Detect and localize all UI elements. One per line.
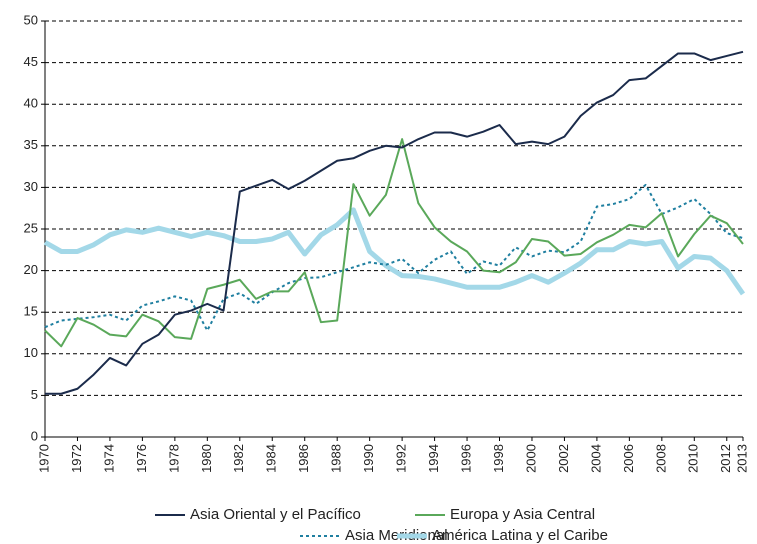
x-tick-label: 1984 — [264, 444, 279, 473]
x-tick-label: 2004 — [588, 444, 603, 473]
series-line — [43, 207, 746, 296]
x-tick-label: 2013 — [734, 444, 749, 473]
x-tick-label: 2008 — [653, 444, 668, 473]
x-tick-label: 2006 — [621, 444, 636, 473]
legend-label: Asia Oriental y el Pacífico — [190, 506, 361, 523]
x-tick-label: 1976 — [134, 444, 149, 473]
y-tick-label: 30 — [24, 179, 38, 194]
x-tick-label: 2012 — [718, 444, 733, 473]
y-tick-label: 25 — [24, 220, 38, 235]
x-tick-label: 1978 — [166, 444, 181, 473]
series-line — [45, 50, 744, 395]
y-tick-label: 50 — [24, 12, 38, 27]
series-line — [44, 138, 744, 348]
y-tick-label: 10 — [24, 345, 38, 360]
x-tick-label: 2002 — [556, 444, 571, 473]
y-tick-label: 45 — [24, 54, 38, 69]
x-tick-label: 2000 — [523, 444, 538, 473]
legend-label: Europa y Asia Central — [450, 506, 595, 523]
y-tick-label: 40 — [24, 96, 38, 111]
y-tick-label: 20 — [24, 262, 38, 277]
series-line — [44, 183, 744, 332]
x-tick-label: 1970 — [36, 444, 51, 473]
legend-label: América Latina y el Caribe — [432, 527, 608, 544]
y-tick-label: 35 — [24, 137, 38, 152]
x-tick-label: 1994 — [426, 444, 441, 473]
legend-label: Asia Meridional — [345, 527, 448, 544]
x-tick-label: 1982 — [231, 444, 246, 473]
y-tick-label: 5 — [31, 387, 38, 402]
x-tick-label: 1972 — [69, 444, 84, 473]
y-tick-label: 15 — [24, 304, 38, 319]
x-tick-label: 2010 — [686, 444, 701, 473]
y-tick-label: 0 — [31, 428, 38, 443]
x-tick-label: 1974 — [101, 444, 116, 473]
x-tick-label: 1986 — [296, 444, 311, 473]
x-tick-label: 1998 — [491, 444, 506, 473]
x-tick-label: 1988 — [329, 444, 344, 473]
x-tick-label: 1980 — [199, 444, 214, 473]
x-tick-label: 1992 — [394, 444, 409, 473]
x-tick-label: 1996 — [458, 444, 473, 473]
x-tick-label: 1990 — [361, 444, 376, 473]
